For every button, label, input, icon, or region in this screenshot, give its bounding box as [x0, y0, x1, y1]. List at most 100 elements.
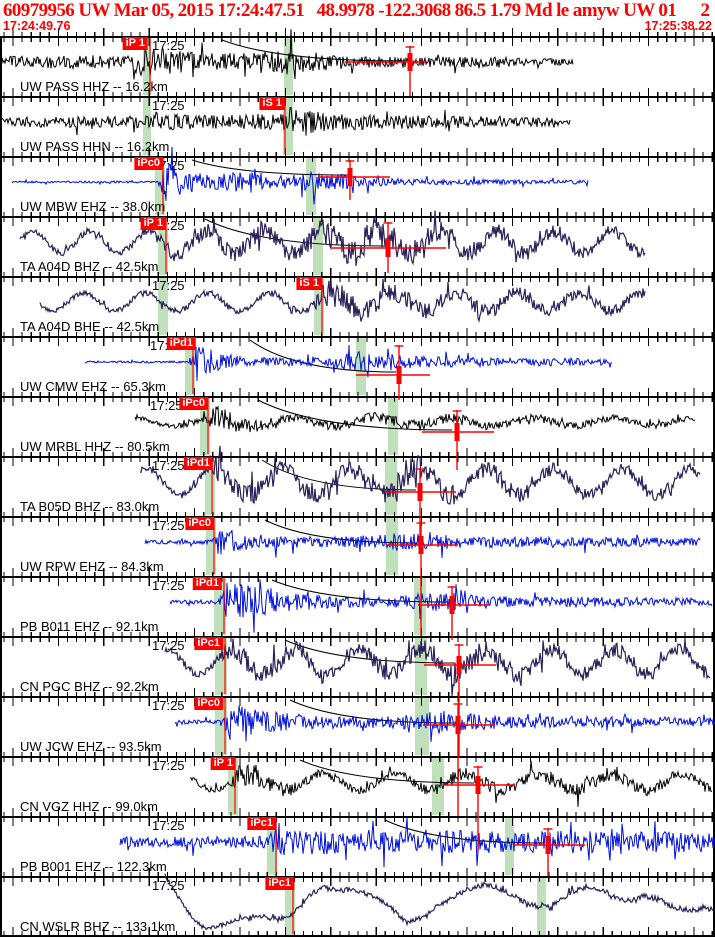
trace-panel-UW-CMW-EHZ[interactable]: 17:25iPd1UW CMW EHZ -- 65.3km: [0, 337, 715, 395]
arrival-window-band: [143, 38, 151, 95]
waveform-trace: [119, 817, 715, 868]
waveform-trace: [189, 760, 712, 807]
page-indicator: 2: [700, 0, 711, 21]
trace-panel-UW-MBW-EHZ[interactable]: 17:25 iPc0 UW MBW EHZ -- 38.0km: [0, 157, 715, 215]
trace-panel-UW-RPW-EHZ[interactable]: 17:25 iPc0 UW RPW EHZ -- 84.3km: [0, 517, 715, 575]
arrival-window-band: [314, 278, 324, 335]
phase-pick-flag[interactable]: iPc0: [185, 517, 214, 530]
minute-mark-label: 17:25: [152, 38, 185, 53]
waveform-trace: [164, 638, 711, 696]
waveform-trace: [1, 106, 571, 136]
waveform-trace: [174, 705, 715, 742]
waveform-trace: [139, 445, 701, 505]
phase-pick-flag[interactable]: iPd1: [192, 577, 222, 590]
minute-mark-label: 17:25: [152, 758, 185, 773]
minute-mark-label: 17:25: [152, 698, 185, 713]
waveform-trace: [39, 278, 646, 323]
arrival-window-band: [155, 158, 165, 215]
waveform-trace: [19, 210, 646, 266]
trace-panel-TA-A04D-BHZ[interactable]: 17:25 iP 1 TA A04D BHZ -- 42.5km: [0, 217, 715, 275]
phase-pick-flag[interactable]: iPc1: [247, 817, 276, 830]
phase-pick-flag[interactable]: iP 1: [210, 757, 236, 770]
coda-decay-curve: [271, 579, 449, 603]
phase-pick-flag[interactable]: iS 1: [259, 97, 285, 110]
coda-decay-curve: [384, 819, 545, 844]
waveform-trace: [1, 29, 574, 80]
arrival-window-band: [185, 338, 195, 395]
minute-mark-label: 17:25: [152, 278, 185, 293]
arrival-window-band: [228, 758, 238, 815]
trace-panel-CN-PGC-BHZ[interactable]: 17:25 iPc1 CN PGC BHZ -- 92.2km: [0, 637, 715, 695]
trace-panel-UW-JCW-EHZ[interactable]: 17:25 iPc0 UW JCW EHZ -- 93.5km: [0, 697, 715, 755]
phase-pick-flag[interactable]: iPd1: [183, 457, 213, 470]
station-channel-label: TA A04D BHZ -- 42.5km: [20, 259, 159, 274]
trace-panel-UW-PASS-HHZ[interactable]: 17:25 iP 1 UW PASS HHZ -- 16.2km: [0, 37, 715, 95]
minute-mark-label: 17:25: [152, 578, 185, 593]
trace-panel-TA-B05D-BHZ[interactable]: 17:25 iPd1 TA B05D BHZ -- 83.0km: [0, 457, 715, 515]
window-start-time: 17:24:49.76: [3, 19, 71, 33]
minute-mark-label: 17:25: [152, 458, 185, 473]
arrival-window-band: [215, 698, 227, 755]
station-channel-label: CN WSLR BHZ -- 133.1km: [20, 919, 176, 934]
arrival-window-band: [200, 398, 210, 455]
arrival-window-band: [158, 278, 168, 335]
minute-mark-label: 17:25: [152, 638, 185, 653]
arrival-window-band: [205, 458, 215, 515]
arrival-window-band: [206, 518, 216, 575]
trace-panel-CN-WSLR-BHZ[interactable]: 17:25 iPc1 CN WSLR BHZ -- 133.1km: [0, 877, 715, 935]
station-channel-label: PB B001 EHZ -- 122.3km: [20, 859, 167, 874]
phase-pick-flag[interactable]: iPc0: [134, 157, 163, 170]
minute-mark-label: 17:25: [152, 818, 185, 833]
station-channel-label: UW CMW EHZ -- 65.3km: [20, 379, 166, 394]
station-channel-label: CN PGC BHZ -- 92.2km: [20, 679, 159, 694]
trace-panel-TA-A04D-BHE[interactable]: 17:25 iS 1 TA A04D BHE -- 42.5km: [0, 277, 715, 335]
arrival-window-band: [414, 578, 426, 635]
coda-decay-curve: [221, 39, 406, 62]
waveform-trace: [11, 146, 589, 205]
trace-panel-PB-B011-EHZ[interactable]: 17:25 iPd1 PB B011 EHZ -- 92.1km: [0, 577, 715, 635]
coda-decay-curve: [299, 759, 475, 784]
minute-mark-label: 17:25: [152, 878, 185, 893]
station-channel-label: UW PASS HHN -- 16.2km: [20, 139, 170, 154]
phase-pick-flag[interactable]: iPc1: [194, 637, 223, 650]
event-summary-title: 60979956 UW Mar 05, 2015 17:24:47.51 48.…: [3, 0, 677, 21]
coda-decay-curve: [284, 639, 456, 664]
phase-pick-flag[interactable]: iP 1: [122, 37, 148, 50]
minute-mark-label: 17:25: [152, 518, 185, 533]
station-channel-label: CN VGZ HHZ -- 99.0km: [20, 799, 158, 814]
trace-panel-PB-B001-EHZ[interactable]: 17:25 iPc1 PB B001 EHZ -- 122.3km: [0, 817, 715, 875]
trace-panel-UW-PASS-HHN[interactable]: 17:25 iS 1 UW PASS HHN -- 16.2km: [0, 97, 715, 155]
arrival-window-band: [386, 518, 398, 575]
arrival-window-band: [158, 218, 168, 275]
station-channel-label: PB B011 EHZ -- 92.1km: [20, 619, 159, 634]
arrival-window-band: [214, 578, 226, 635]
arrival-window-band: [285, 878, 295, 935]
minute-mark-label: 17:25: [152, 98, 185, 113]
station-channel-label: TA A04D BHE -- 42.5km: [20, 319, 160, 334]
station-channel-label: TA B05D BHZ -- 83.0km: [20, 499, 160, 514]
arrival-window-band: [415, 698, 429, 755]
trace-panel-UW-MRBL-HHZ[interactable]: 17:25 iPc0 UW MRBL HHZ -- 80.5km: [0, 397, 715, 455]
trace-panel-CN-VGZ-HHZ[interactable]: 17:25 iP 1 CN VGZ HHZ -- 99.0km: [0, 757, 715, 815]
phase-pick-flag[interactable]: iPc0: [194, 697, 223, 710]
arrival-window-band: [267, 818, 277, 875]
waveform-trace: [134, 405, 696, 433]
phase-pick-flag[interactable]: iPc1: [265, 877, 294, 890]
arrival-window-band: [143, 98, 151, 155]
phase-pick-flag[interactable]: iP 1: [140, 217, 166, 230]
waveform-trace: [169, 579, 713, 633]
waveform-trace: [164, 873, 714, 931]
station-channel-label: UW PASS HHZ -- 16.2km: [20, 79, 168, 94]
arrival-window-band: [306, 158, 316, 215]
arrival-window-band: [388, 398, 398, 455]
window-end-time: 17:25:38.22: [644, 19, 712, 33]
station-channel-label: UW RPW EHZ -- 84.3km: [20, 559, 164, 574]
station-channel-label: UW MRBL HHZ -- 80.5km: [20, 439, 170, 454]
phase-pick-flag[interactable]: iPd1: [166, 337, 196, 350]
phase-pick-flag[interactable]: iPc0: [179, 397, 208, 410]
arrival-window-band: [284, 38, 293, 95]
minute-mark-label: 17:25: [150, 398, 183, 413]
phase-pick-flag[interactable]: iS 1: [296, 277, 322, 290]
